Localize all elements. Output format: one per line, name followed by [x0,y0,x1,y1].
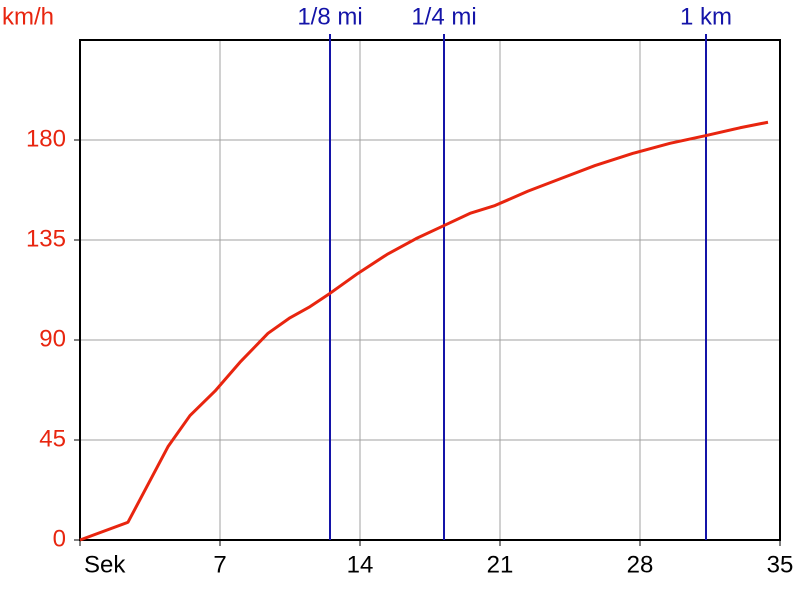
x-tick-label: 35 [767,551,794,578]
plot-frame [79,39,781,541]
x-tick-label: 28 [627,551,654,578]
speed-line [79,120,769,542]
y-axis-label: km/h [2,3,54,30]
x-tick-label: 14 [347,551,374,578]
distance-marker-label: 1 km [680,3,732,30]
distance-marker-label: 1/4 mi [411,3,476,30]
distance-marker-label: 1/8 mi [297,3,362,30]
y-tick-label: 0 [53,525,66,552]
x-tick-label: 21 [487,551,514,578]
y-tick-label: 45 [39,425,66,452]
x-tick-label: Sek [84,551,126,578]
y-tick-label: 90 [39,325,66,352]
y-tick-label: 180 [26,125,66,152]
x-tick-label: 7 [213,551,226,578]
y-tick-label: 135 [26,225,66,252]
